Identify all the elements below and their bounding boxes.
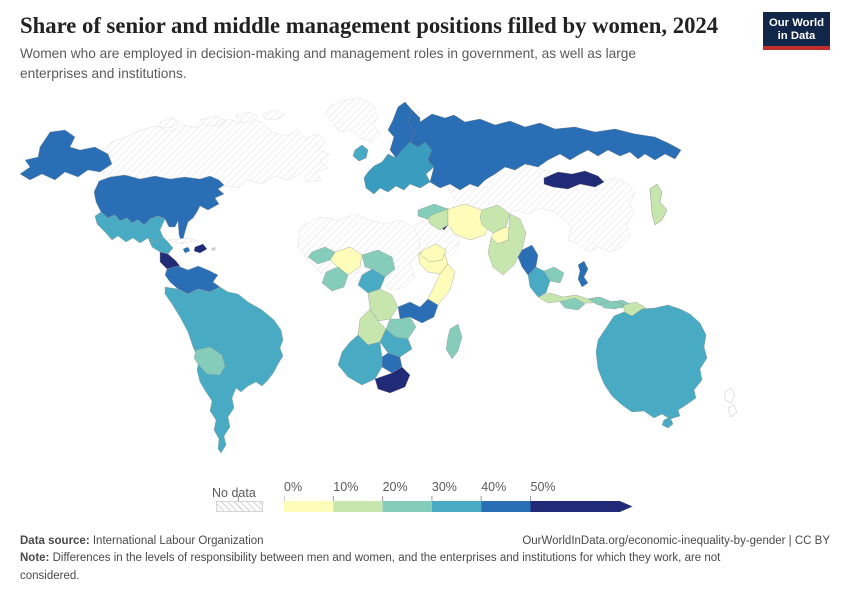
- svg-text:0%: 0%: [284, 480, 302, 494]
- svg-text:40%: 40%: [481, 480, 506, 494]
- svg-text:30%: 30%: [432, 480, 457, 494]
- svg-text:10%: 10%: [333, 480, 358, 494]
- svg-text:50%: 50%: [531, 480, 556, 494]
- svg-text:20%: 20%: [383, 480, 408, 494]
